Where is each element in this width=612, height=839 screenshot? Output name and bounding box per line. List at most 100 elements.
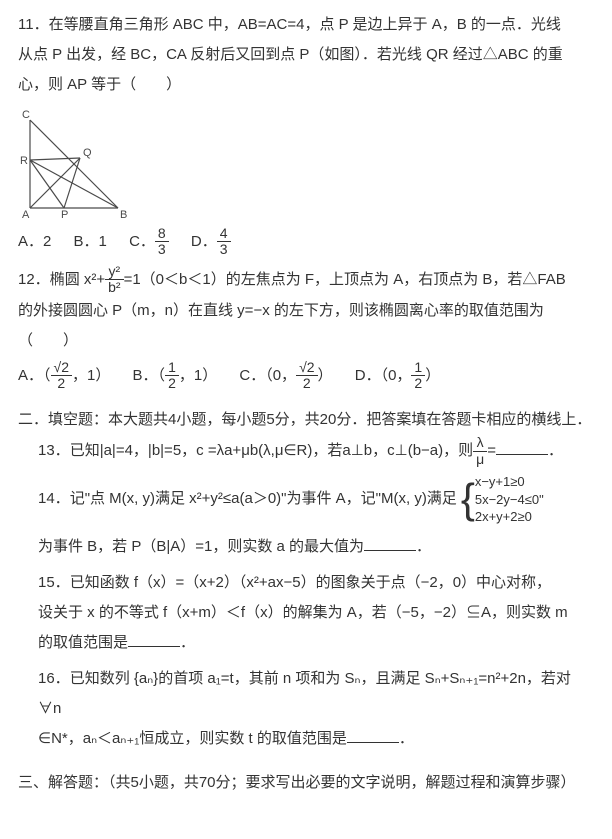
problem-14-line1: 14．记"点 M(x, y)满足 x²+y²≤a(a＞0)"为事件 A，记"M(… <box>38 473 594 526</box>
problem-12-options: A．（√22，1） B．（12，1） C．（0，√22） D．（0，12） <box>18 360 594 392</box>
option-B: B．（12，1） <box>133 360 218 392</box>
paren-close: ，1） <box>179 366 217 383</box>
text: 三、解答题：（共5小题，共70分；要求写出必要的文字说明，解题过程和演算步骤） <box>18 774 576 791</box>
paren-close: ） <box>318 366 333 383</box>
problem-number: 15． <box>38 574 70 591</box>
problem-14: 14．记"点 M(x, y)满足 x²+y²≤a(a＞0)"为事件 A，记"M(… <box>18 473 594 562</box>
problem-number: 14． <box>38 490 70 507</box>
denominator: 3 <box>217 242 231 257</box>
problem-15: 15．已知函数 f（x）=（x+2）（x²+ax−5）的图象关于点（−2，0）中… <box>18 568 594 658</box>
problem-12-line2: 的外接圆圆心 P（m，n）在直线 y=−x 的左下方，则该椭圆离心率的取值范围为 <box>18 296 594 326</box>
option-label: A． <box>18 366 43 383</box>
svg-text:B: B <box>120 209 127 218</box>
problem-11-options: A．2 B．1 C．83 D．43 <box>18 226 594 258</box>
option-D: D．43 <box>191 226 231 258</box>
numerator: √2 <box>296 360 317 376</box>
text: 心，则 AP 等于（ ） <box>18 76 181 93</box>
option-label: B． <box>74 233 99 250</box>
numerator: λ <box>473 435 487 451</box>
section-2-title: 二．填空题：本大题共4小题，每小题5分，共20分．把答案填在答题卡相应的横线上． <box>18 405 594 435</box>
fraction: √22 <box>51 360 72 392</box>
problem-16-line2: ∈N*，aₙ＜aₙ₊₁恒成立，则实数 t 的取值范围是 ． <box>38 724 594 754</box>
text: 已知数列 {aₙ}的首项 a₁=t，其前 n 项和为 Sₙ，且满足 Sₙ+Sₙ₊… <box>38 670 571 717</box>
text: 设关于 x 的不等式 f（x+m）＜f（x）的解集为 A，若（−5，−2）⊆A，… <box>38 604 568 621</box>
section-3-title: 三、解答题：（共5小题，共70分；要求写出必要的文字说明，解题过程和演算步骤） <box>18 768 594 798</box>
problem-11: 11．在等腰直角三角形 ABC 中，AB=AC=4，点 P 是边上异于 A，B … <box>18 10 594 258</box>
problem-16: 16．已知数列 {aₙ}的首项 a₁=t，其前 n 项和为 Sₙ，且满足 Sₙ+… <box>18 664 594 754</box>
option-value: 1 <box>99 233 107 250</box>
paren-open: （ <box>43 366 51 383</box>
option-label: B． <box>133 366 158 383</box>
text: 椭圆 x²+ <box>50 271 105 288</box>
numerator: 8 <box>155 226 169 242</box>
problem-14-line2: 为事件 B，若 P（B|A）=1，则实数 a 的最大值为 ． <box>38 532 594 562</box>
denominator: b² <box>105 280 123 295</box>
answer-blank <box>128 632 180 647</box>
text: 为事件 B，若 P（B|A）=1，则实数 a 的最大值为 <box>38 538 364 555</box>
denominator: 2 <box>411 376 425 391</box>
text: ∈N*，aₙ＜aₙ₊₁恒成立，则实数 t 的取值范围是 <box>38 730 347 747</box>
svg-text:P: P <box>61 209 68 218</box>
paren-close: ，1） <box>72 366 110 383</box>
option-C: C．（0，√22） <box>239 360 332 392</box>
text: = <box>487 442 496 459</box>
text: 从点 P 出发，经 BC，CA 反射后又回到点 P（如图）．若光线 QR 经过△… <box>18 46 563 63</box>
problem-11-figure: A B C P Q R <box>18 108 594 218</box>
brace-row-2: 5x−2y−4≤0" <box>475 491 544 509</box>
text: 已知函数 f（x）=（x+2）（x²+ax−5）的图象关于点（−2，0）中心对称… <box>70 574 551 591</box>
text: 的外接圆圆心 P（m，n）在直线 y=−x 的左下方，则该椭圆离心率的取值范围为 <box>18 302 544 319</box>
option-C: C．83 <box>129 226 169 258</box>
paren-open: （ <box>158 366 166 383</box>
svg-text:R: R <box>20 155 28 167</box>
text: 在等腰直角三角形 ABC 中，AB=AC=4，点 P 是边上异于 A，B 的一点… <box>49 16 561 33</box>
fraction: 12 <box>411 360 425 392</box>
problem-16-line1: 16．已知数列 {aₙ}的首项 a₁=t，其前 n 项和为 Sₙ，且满足 Sₙ+… <box>38 664 594 724</box>
denominator: 2 <box>51 376 72 391</box>
period: ． <box>399 730 414 747</box>
fraction: y²b² <box>105 264 123 296</box>
option-label: D． <box>191 233 217 250</box>
problem-number: 13． <box>38 442 70 459</box>
option-label: C． <box>239 366 265 383</box>
problem-11-line2: 从点 P 出发，经 BC，CA 反射后又回到点 P（如图）．若光线 QR 经过△… <box>18 40 594 70</box>
problem-13-body: 13．已知|a|=4，|b|=5，c =λa+μb(λ,μ∈R)，若a⊥b，c⊥… <box>38 435 594 467</box>
paren-close: ） <box>425 366 440 383</box>
numerator: 4 <box>217 226 231 242</box>
problem-13: 13．已知|a|=4，|b|=5，c =λa+μb(λ,μ∈R)，若a⊥b，c⊥… <box>18 435 594 467</box>
text: 已知|a|=4，|b|=5，c =λa+μb(λ,μ∈R)，若a⊥b，c⊥(b−… <box>70 442 473 459</box>
problem-number: 12． <box>18 271 50 288</box>
fraction: 83 <box>155 226 169 258</box>
option-label: D． <box>355 366 381 383</box>
fraction: √22 <box>296 360 317 392</box>
problem-15-line2: 设关于 x 的不等式 f（x+m）＜f（x）的解集为 A，若（−5，−2）⊆A，… <box>38 598 594 628</box>
paren-open: （0， <box>265 366 296 383</box>
option-B: B．1 <box>74 227 107 257</box>
option-label: C． <box>129 233 155 250</box>
text: 二．填空题：本大题共4小题，每小题5分，共20分．把答案填在答题卡相应的横线上． <box>18 411 591 428</box>
brace-row-3: 2x+y+2≥0 <box>475 508 544 526</box>
denominator: μ <box>473 452 487 467</box>
option-value: 2 <box>43 233 51 250</box>
brace-row-1: x−y+1≥0 <box>475 473 544 491</box>
problem-11-line1: 11．在等腰直角三角形 ABC 中，AB=AC=4，点 P 是边上异于 A，B … <box>18 10 594 40</box>
problem-number: 11． <box>18 16 49 33</box>
denominator: 3 <box>155 242 169 257</box>
answer-blank <box>347 728 399 743</box>
svg-text:A: A <box>22 209 30 218</box>
triangle-figure: A B C P Q R <box>18 108 128 218</box>
problem-12-line1: 12．椭圆 x²+y²b²=1（0＜b＜1）的左焦点为 F，上顶点为 A，右顶点… <box>18 264 594 296</box>
svg-text:Q: Q <box>83 147 92 159</box>
period: ． <box>416 538 431 555</box>
paren-open: （0， <box>381 366 412 383</box>
system-brace: { x−y+1≥0 5x−2y−4≤0" 2x+y+2≥0 <box>461 473 544 526</box>
period: ． <box>180 634 195 651</box>
problem-12: 12．椭圆 x²+y²b²=1（0＜b＜1）的左焦点为 F，上顶点为 A，右顶点… <box>18 264 594 392</box>
numerator: √2 <box>51 360 72 376</box>
svg-text:C: C <box>22 109 30 121</box>
denominator: 2 <box>296 376 317 391</box>
problem-15-line3: 的取值范围是． <box>38 628 594 658</box>
text: （ ） <box>18 332 78 349</box>
fraction: 12 <box>165 360 179 392</box>
problem-15-line1: 15．已知函数 f（x）=（x+2）（x²+ax−5）的图象关于点（−2，0）中… <box>38 568 594 598</box>
text: =1（0＜b＜1）的左焦点为 F，上顶点为 A，右顶点为 B，若△FAB <box>124 271 566 288</box>
